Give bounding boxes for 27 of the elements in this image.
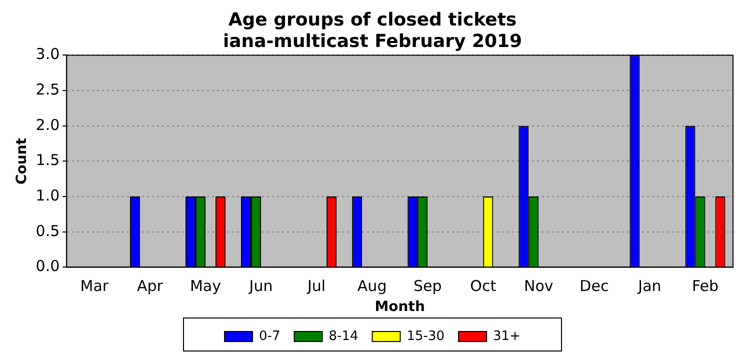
x-tick-label: Mar [80,277,110,296]
y-tick-label: 1.5 [36,151,60,170]
x-tick-label: Oct [470,277,496,296]
x-tick-label: Aug [357,277,387,296]
chart-title: Age groups of closed tickets [228,9,517,30]
legend-label: 31+ [493,328,520,344]
y-tick-label: 0.0 [36,257,60,276]
x-tick-label: May [190,277,222,296]
y-tick-label: 2.5 [36,80,60,98]
x-tick-label: Jul [306,277,326,296]
chart-subtitle: iana-multicast February 2019 [222,31,522,52]
x-tick-label: Feb [692,277,719,296]
x-tick-label: Apr [136,277,164,296]
x-tick-label: Nov [524,277,554,296]
x-tick-label: Jan [637,277,662,296]
y-tick-label: 3.0 [36,45,60,64]
legend-label: 15-30 [406,328,445,344]
x-tick-label: Jun [248,277,273,296]
x-tick-label: Sep [413,277,442,296]
x-axis-title: Month [374,299,425,316]
x-tick-label: Dec [580,277,609,296]
y-tick-label: 1.0 [36,186,60,204]
y-tick-label: 2.0 [36,116,60,134]
y-axis-title: Count [14,138,30,184]
legend-label: 8-14 [328,328,358,344]
legend-label: 0-7 [259,328,280,344]
y-tick-label: 0.5 [36,222,60,240]
